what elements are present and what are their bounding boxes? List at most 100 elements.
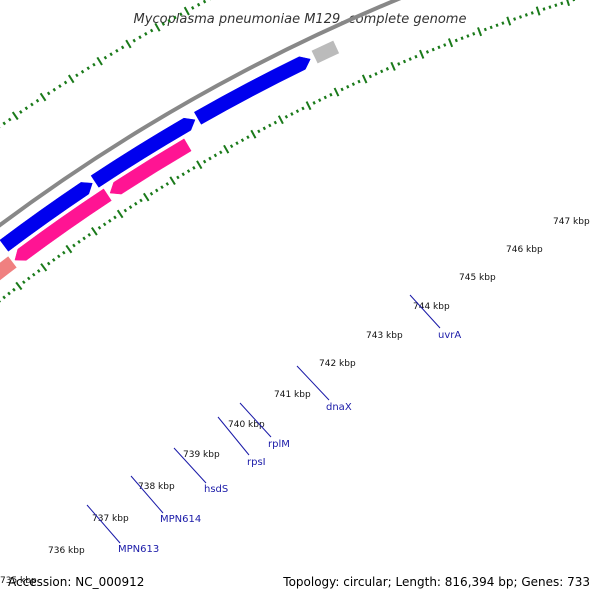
inner-tick bbox=[257, 129, 261, 134]
outer-tick bbox=[63, 80, 68, 85]
outer-tick bbox=[115, 48, 119, 53]
gene-arrow[interactable] bbox=[0, 182, 93, 252]
inner-tick bbox=[51, 258, 56, 262]
tick-label: 743 kbp bbox=[366, 331, 403, 341]
gene-label[interactable]: dnaX bbox=[326, 402, 352, 413]
outer-tick-ring bbox=[0, 0, 211, 129]
inner-tick bbox=[385, 67, 389, 71]
tick-label: 735 kbp bbox=[0, 576, 37, 586]
tick-label: 742 kbp bbox=[319, 359, 356, 369]
inner-tick bbox=[240, 138, 245, 143]
inner-tick bbox=[72, 243, 76, 248]
inner-tick bbox=[113, 215, 117, 220]
inner-tick bbox=[419, 49, 425, 59]
other-feature[interactable] bbox=[311, 40, 340, 64]
outer-tick bbox=[96, 56, 103, 66]
inner-tick bbox=[128, 205, 133, 210]
inner-tick bbox=[40, 263, 48, 272]
inner-tick bbox=[554, 3, 558, 7]
inner-tick bbox=[368, 74, 372, 79]
tick-label: 737 kbp bbox=[92, 514, 129, 524]
inner-tick bbox=[160, 185, 164, 190]
inner-tick bbox=[466, 34, 470, 38]
inner-tick bbox=[223, 144, 230, 154]
gene-label[interactable]: MPN613 bbox=[118, 544, 159, 555]
inner-tick bbox=[22, 280, 26, 285]
inner-tick bbox=[443, 43, 447, 47]
gene-label-leader bbox=[217, 416, 250, 456]
inner-tick bbox=[169, 176, 176, 186]
outer-tick bbox=[103, 55, 108, 60]
inner-tick bbox=[431, 47, 435, 52]
inner-tick bbox=[165, 182, 170, 186]
gene-label[interactable]: rplM bbox=[268, 439, 290, 450]
outer-tick bbox=[132, 38, 136, 43]
inner-tick bbox=[361, 74, 368, 84]
reverse-gene-dnaX[interactable] bbox=[14, 188, 112, 261]
inner-tick bbox=[97, 225, 102, 230]
inner-tick bbox=[390, 61, 396, 71]
outer-tick bbox=[138, 35, 142, 40]
tick-label-group: 735 kbp 736 kbp 737 kbp 738 kbp 739 kbp 740 k… bbox=[0, 217, 590, 586]
reverse-gene-uvrA[interactable] bbox=[109, 138, 192, 195]
outer-tick bbox=[86, 66, 90, 71]
inner-tick bbox=[402, 59, 407, 64]
inner-tick bbox=[235, 141, 239, 146]
inner-tick bbox=[277, 115, 284, 125]
gene-label[interactable]: MPN614 bbox=[160, 514, 201, 525]
inner-tick bbox=[518, 15, 523, 19]
gene-label[interactable]: hsdS bbox=[204, 484, 228, 495]
tick-label: 739 kbp bbox=[183, 450, 220, 460]
inner-tick bbox=[142, 192, 150, 202]
reverse-gene-rplM[interactable] bbox=[0, 256, 17, 282]
genome-backbone bbox=[0, 0, 402, 228]
inner-tick bbox=[312, 101, 316, 105]
gene-label-leader bbox=[409, 294, 441, 329]
inner-tick bbox=[357, 79, 361, 84]
outer-tick bbox=[92, 62, 96, 67]
inner-tick bbox=[495, 23, 499, 28]
gene-label[interactable]: uvrA bbox=[438, 330, 461, 341]
tick-label: 747 kbp bbox=[553, 217, 590, 227]
gene-label-leader bbox=[86, 504, 121, 544]
outer-tick bbox=[58, 84, 62, 88]
outer-tick bbox=[125, 39, 132, 49]
outer-tick bbox=[19, 110, 23, 114]
tick-label: 741 kbp bbox=[274, 390, 311, 400]
inner-tick bbox=[535, 6, 541, 16]
inner-tick bbox=[380, 69, 384, 74]
inner-tick bbox=[155, 188, 159, 193]
inner-tick bbox=[149, 191, 154, 196]
inner-tick bbox=[548, 5, 552, 9]
outer-tick bbox=[52, 87, 57, 92]
inner-tick bbox=[301, 106, 305, 111]
gene-label[interactable]: rpsI bbox=[247, 457, 266, 468]
inner-tick bbox=[57, 254, 61, 259]
gene-arrow[interactable] bbox=[193, 56, 311, 125]
inner-tick bbox=[447, 38, 454, 48]
outer-tick bbox=[80, 69, 85, 74]
inner-tick bbox=[77, 240, 81, 244]
inner-tick bbox=[108, 218, 112, 223]
accession-text: Accession: NC_000912 bbox=[8, 575, 144, 589]
inner-tick bbox=[176, 175, 180, 180]
inner-tick bbox=[139, 198, 143, 203]
outer-tick bbox=[46, 91, 51, 96]
inner-tick bbox=[36, 269, 41, 273]
inner-tick bbox=[268, 123, 272, 128]
inner-tick bbox=[340, 87, 344, 92]
inner-tick bbox=[560, 1, 564, 6]
inner-tick bbox=[295, 109, 300, 114]
tick-label: 738 kbp bbox=[138, 482, 175, 492]
outer-tick bbox=[67, 74, 75, 84]
gene-arrow[interactable] bbox=[90, 117, 196, 188]
inner-tick bbox=[566, 0, 571, 7]
inner-tick bbox=[196, 160, 203, 170]
inner-tick bbox=[408, 57, 412, 61]
outer-tick bbox=[202, 0, 207, 4]
inner-tick bbox=[46, 261, 51, 266]
inner-tick bbox=[102, 222, 107, 227]
inner-tick bbox=[290, 112, 294, 116]
